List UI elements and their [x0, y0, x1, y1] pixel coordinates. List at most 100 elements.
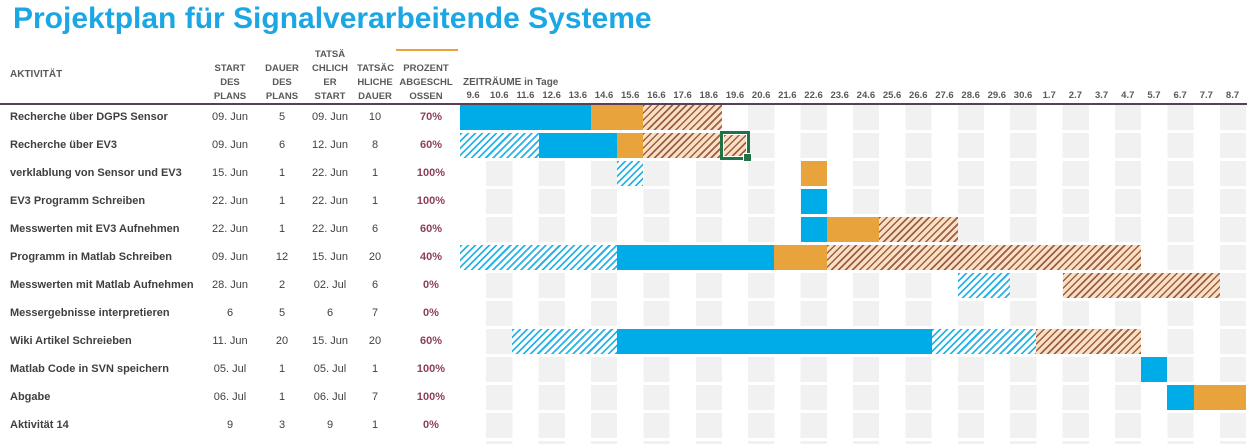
percent-complete-cell[interactable]: 0% — [423, 419, 439, 431]
gantt-bar-hatch-blue[interactable] — [617, 161, 644, 186]
dauer-actual-cell[interactable]: 6 — [371, 223, 379, 235]
dauer-plan-cell[interactable]: 1 — [278, 363, 286, 375]
gantt-bar-hatch-blue[interactable] — [460, 133, 539, 158]
gantt-bar-hatch-orange[interactable] — [643, 133, 722, 158]
gantt-row[interactable] — [460, 329, 1246, 354]
selected-cell[interactable] — [720, 131, 753, 162]
gantt-row[interactable] — [460, 273, 1246, 298]
gantt-bar-solid-orange[interactable] — [774, 245, 827, 270]
activity-cell[interactable]: Wiki Artikel Schreieben — [10, 335, 132, 347]
start-actual-cell[interactable]: 22. Jun — [311, 195, 349, 207]
activity-cell[interactable]: verklablung von Sensor und EV3 — [10, 167, 182, 179]
gantt-row[interactable] — [460, 413, 1246, 438]
percent-complete-cell[interactable]: 40% — [419, 251, 443, 263]
activity-cell[interactable]: Programm in Matlab Schreiben — [10, 251, 172, 263]
dauer-plan-cell[interactable]: 3 — [278, 419, 286, 431]
gantt-bar-solid-blue[interactable] — [800, 189, 827, 214]
dauer-actual-cell[interactable]: 1 — [371, 167, 379, 179]
gantt-bar-solid-blue[interactable] — [617, 245, 775, 270]
dauer-plan-cell[interactable]: 1 — [278, 195, 286, 207]
gantt-bar-hatch-blue[interactable] — [460, 245, 618, 270]
gantt-bar-solid-orange[interactable] — [591, 105, 644, 130]
percent-complete-cell[interactable]: 100% — [416, 391, 446, 403]
start-plan-cell[interactable]: 9 — [226, 419, 234, 431]
gantt-row[interactable] — [460, 217, 1246, 242]
dauer-plan-cell[interactable]: 20 — [275, 335, 289, 347]
dauer-actual-cell[interactable]: 6 — [371, 279, 379, 291]
start-actual-cell[interactable]: 12. Jun — [311, 139, 349, 151]
start-actual-cell[interactable]: 22. Jun — [311, 223, 349, 235]
activity-cell[interactable]: Recherche über DGPS Sensor — [10, 111, 168, 123]
gantt-bar-solid-blue[interactable] — [617, 329, 932, 354]
dauer-plan-cell[interactable]: 1 — [278, 391, 286, 403]
start-actual-cell[interactable]: 6 — [326, 307, 334, 319]
dauer-plan-cell[interactable]: 12 — [275, 251, 289, 263]
dauer-actual-cell[interactable]: 7 — [371, 391, 379, 403]
start-actual-cell[interactable]: 09. Jun — [311, 111, 349, 123]
activity-cell[interactable]: EV3 Programm Schreiben — [10, 195, 146, 207]
start-actual-cell[interactable]: 15. Jun — [311, 335, 349, 347]
start-plan-cell[interactable]: 05. Jul — [213, 363, 247, 375]
percent-complete-cell[interactable]: 60% — [419, 223, 443, 235]
start-plan-cell[interactable]: 09. Jun — [211, 139, 249, 151]
activity-cell[interactable]: Messwerten mit EV3 Aufnehmen — [10, 223, 180, 235]
dauer-actual-cell[interactable]: 10 — [368, 111, 382, 123]
gantt-row[interactable] — [460, 385, 1246, 410]
dauer-actual-cell[interactable]: 1 — [371, 363, 379, 375]
start-plan-cell[interactable]: 15. Jun — [211, 167, 249, 179]
percent-complete-cell[interactable]: 70% — [419, 111, 443, 123]
gantt-bar-hatch-orange[interactable] — [879, 217, 958, 242]
gantt-bar-hatch-orange[interactable] — [1036, 329, 1142, 354]
dauer-actual-cell[interactable]: 20 — [368, 251, 382, 263]
start-plan-cell[interactable]: 09. Jun — [211, 251, 249, 263]
dauer-plan-cell[interactable]: 5 — [278, 307, 286, 319]
activity-cell[interactable]: Messergebnisse interpretieren — [10, 307, 170, 319]
dauer-plan-cell[interactable]: 1 — [278, 167, 286, 179]
dauer-actual-cell[interactable]: 20 — [368, 335, 382, 347]
start-actual-cell[interactable]: 06. Jul — [313, 391, 347, 403]
gantt-bar-solid-blue[interactable] — [800, 217, 827, 242]
start-plan-cell[interactable]: 22. Jun — [211, 223, 249, 235]
percent-complete-cell[interactable]: 100% — [416, 167, 446, 179]
start-plan-cell[interactable]: 06. Jul — [213, 391, 247, 403]
percent-complete-cell[interactable]: 100% — [416, 195, 446, 207]
gantt-row[interactable] — [460, 357, 1246, 382]
start-actual-cell[interactable]: 22. Jun — [311, 167, 349, 179]
gantt-bar-hatch-orange[interactable] — [643, 105, 722, 130]
activity-cell[interactable]: Messwerten mit Matlab Aufnehmen — [10, 279, 194, 291]
start-plan-cell[interactable]: 6 — [226, 307, 234, 319]
percent-complete-cell[interactable]: 60% — [419, 139, 443, 151]
gantt-bar-hatch-blue[interactable] — [931, 329, 1037, 354]
gantt-bar-solid-orange[interactable] — [826, 217, 880, 242]
dauer-actual-cell[interactable]: 1 — [371, 419, 379, 431]
dauer-plan-cell[interactable]: 6 — [278, 139, 286, 151]
gantt-bar-solid-blue[interactable] — [1141, 357, 1168, 382]
dauer-plan-cell[interactable]: 2 — [278, 279, 286, 291]
gantt-bar-solid-orange[interactable] — [800, 161, 827, 186]
gantt-row[interactable] — [460, 245, 1246, 270]
dauer-actual-cell[interactable]: 7 — [371, 307, 379, 319]
gantt-bar-hatch-blue[interactable] — [957, 273, 1011, 298]
gantt-bar-hatch-orange[interactable] — [826, 245, 1142, 270]
gantt-bar-hatch-blue[interactable] — [512, 329, 618, 354]
gantt-bar-solid-blue[interactable] — [538, 133, 618, 158]
gantt-row[interactable] — [460, 161, 1246, 186]
start-plan-cell[interactable]: 09. Jun — [211, 111, 249, 123]
gantt-bar-solid-orange[interactable] — [617, 133, 644, 158]
percent-complete-cell[interactable]: 0% — [423, 279, 439, 291]
percent-complete-cell[interactable]: 100% — [416, 363, 446, 375]
start-actual-cell[interactable]: 9 — [326, 419, 334, 431]
dauer-actual-cell[interactable]: 8 — [371, 139, 379, 151]
gantt-bar-hatch-orange[interactable] — [1062, 273, 1220, 298]
start-plan-cell[interactable]: 11. Jun — [212, 335, 248, 347]
start-actual-cell[interactable]: 05. Jul — [313, 363, 347, 375]
activity-cell[interactable]: Abgabe — [10, 391, 51, 403]
gantt-row[interactable] — [460, 105, 1246, 130]
dauer-plan-cell[interactable]: 1 — [278, 223, 286, 235]
gantt-row[interactable] — [460, 189, 1246, 214]
dauer-plan-cell[interactable]: 5 — [278, 111, 286, 123]
activity-cell[interactable]: Aktivität 14 — [10, 419, 69, 431]
start-plan-cell[interactable]: 22. Jun — [211, 195, 249, 207]
gantt-row[interactable] — [460, 301, 1246, 326]
gantt-bar-solid-blue[interactable] — [460, 105, 591, 130]
